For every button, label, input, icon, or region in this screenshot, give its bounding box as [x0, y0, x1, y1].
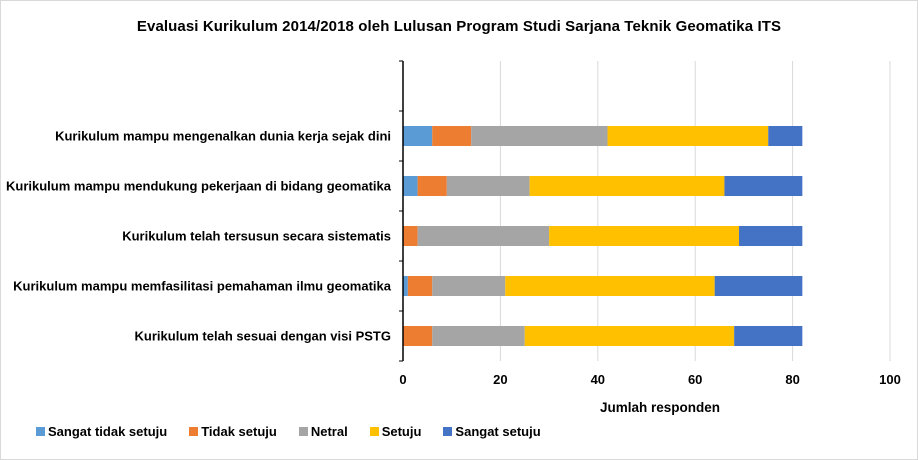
- bar-segment-netral: [446, 176, 530, 196]
- legend-item: Netral: [298, 424, 348, 439]
- legend-item: Sangat tidak setuju: [36, 424, 167, 439]
- bar-segment-setuju: [607, 126, 769, 146]
- x-tick-label: 100: [879, 372, 901, 387]
- category-label: Kurikulum mampu memfasilitasi pemahaman …: [13, 279, 392, 294]
- legend-label: Sangat tidak setuju: [48, 424, 168, 439]
- bar-segment-sangat-tidak-setuju: [403, 176, 418, 196]
- bar-segment-netral: [417, 226, 550, 246]
- bar-segment-setuju: [549, 226, 740, 246]
- legend-item: Sangat setuju: [443, 424, 541, 439]
- bar-segment-netral: [471, 126, 608, 146]
- legend-label: Sangat setuju: [455, 424, 541, 439]
- chart-title: Evaluasi Kurikulum 2014/2018 oleh Lulusa…: [136, 18, 782, 35]
- legend-label: Tidak setuju: [201, 424, 277, 439]
- bar-segment-tidak-setuju: [417, 176, 447, 196]
- bar-segment-setuju: [524, 326, 735, 346]
- bar-segment-netral: [432, 276, 506, 296]
- category-label: Kurikulum mampu mendukung pekerjaan di b…: [6, 179, 392, 194]
- legend-swatch: [369, 427, 379, 436]
- legend-item: Tidak setuju: [189, 424, 277, 439]
- x-tick-label: 60: [688, 372, 702, 387]
- legend-label: Netral: [310, 424, 348, 439]
- bar-segment-tidak-setuju: [407, 276, 433, 296]
- category-label: Kurikulum telah sesuai dengan visi PSTG: [135, 329, 391, 344]
- bar-segment-sangat-setuju: [734, 326, 803, 346]
- bar-segment-setuju: [529, 176, 725, 196]
- legend-label: Setuju: [381, 424, 422, 439]
- bar-segment-tidak-setuju: [403, 226, 418, 246]
- bar-segment-sangat-setuju: [768, 126, 803, 146]
- legend-swatch: [189, 427, 199, 436]
- category-label: Kurikulum telah tersusun secara sistemat…: [122, 229, 391, 244]
- x-axis-title: Jumlah responden: [600, 400, 720, 415]
- bar-segment-sangat-setuju: [724, 176, 803, 196]
- x-tick-label: 0: [399, 372, 406, 387]
- legend-item: Setuju: [369, 424, 422, 439]
- bar-segment-sangat-setuju: [714, 276, 803, 296]
- bar-segment-sangat-tidak-setuju: [403, 276, 408, 296]
- legend-swatch: [36, 427, 45, 436]
- x-tick-label: 80: [785, 372, 799, 387]
- legend-swatch: [298, 427, 308, 436]
- bar-segment-tidak-setuju: [403, 326, 433, 346]
- bar-segment-netral: [432, 326, 525, 346]
- category-label: Kurikulum mampu mengenalkan dunia kerja …: [55, 129, 391, 144]
- x-tick-label: 40: [591, 372, 605, 387]
- chart-legend: Sangat tidak setuju Tidak setuju Netral Set…: [36, 424, 563, 439]
- x-tick-label: 20: [493, 372, 507, 387]
- bar-segment-tidak-setuju: [432, 126, 472, 146]
- bar-segment-sangat-setuju: [739, 226, 803, 246]
- legend-swatch: [443, 427, 453, 436]
- bar-segment-setuju: [505, 276, 715, 296]
- bar-segment-sangat-tidak-setuju: [403, 126, 433, 146]
